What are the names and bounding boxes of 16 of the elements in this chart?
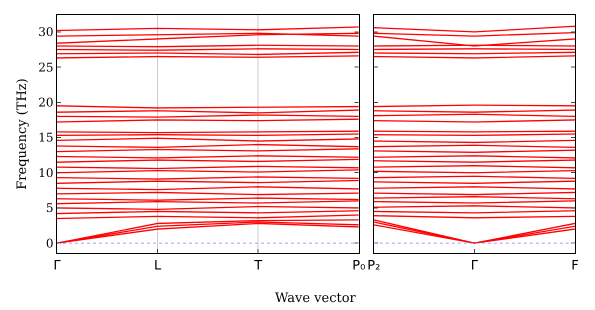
y-tick-label: 20 [38,96,54,110]
x-tick-label: Γ [53,258,62,274]
x-tick-label: Γ [470,258,479,274]
y-tick-label: 10 [38,166,54,180]
y-tick-label: 25 [38,60,54,74]
y-tick-label: 0 [46,236,54,250]
y-axis-title: Frequency (THz) [15,78,30,190]
y-tick-label: 5 [46,201,54,216]
x-tick-label: L [154,258,162,274]
x-tick-label: P₂ [367,258,380,274]
x-axis-title: Wave vector [275,291,357,306]
x-tick-label: T [253,258,262,274]
x-tick-label: F [571,258,579,274]
y-tick-label: 30 [38,25,54,40]
y-tick-label: 15 [38,130,54,145]
x-tick-label: P₀ [352,258,366,274]
